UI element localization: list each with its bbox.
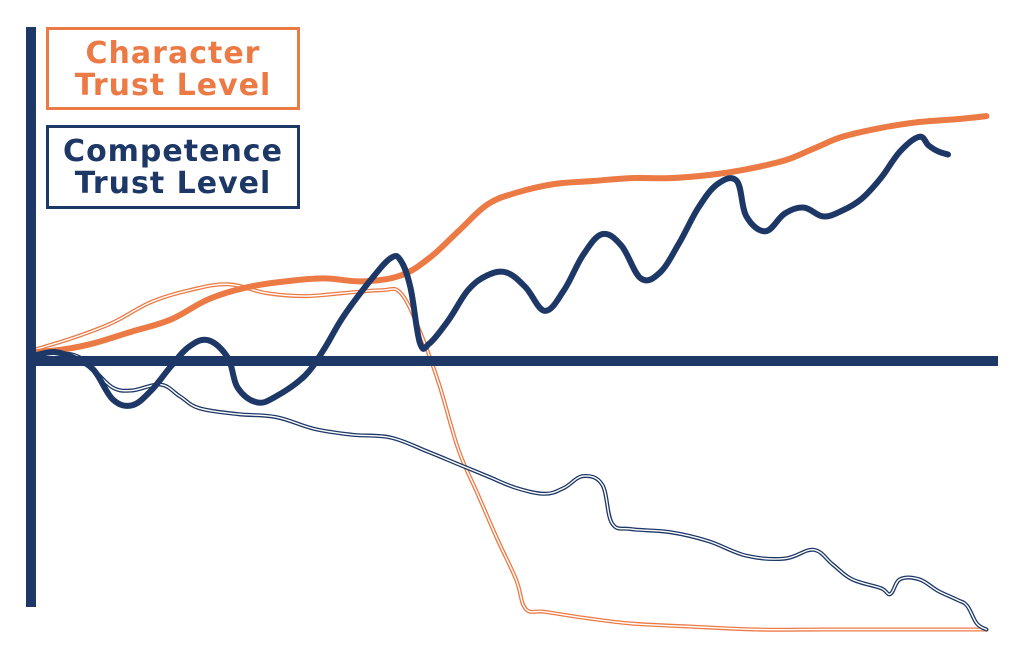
legend-competence-line1: Competence [63,134,283,169]
series-line-outer [34,282,989,632]
legend-competence-trust: Competence Trust Level [46,125,300,209]
legend-character-trust: Character Trust Level [46,27,300,110]
series-line-inner [35,283,988,631]
series-2-thick [33,133,951,409]
legend-competence-line2: Trust Level [74,166,272,201]
series-line-outer [34,350,989,632]
series-3-thin [34,282,989,632]
series-4-thin [34,350,989,632]
series-line [33,133,951,409]
legend-character-line1: Character [85,36,261,71]
legend-character-line2: Trust Level [74,68,272,103]
series-line-inner [35,351,988,631]
series-line [33,113,990,356]
series-1-thick [33,113,990,356]
series-layer [33,113,990,632]
